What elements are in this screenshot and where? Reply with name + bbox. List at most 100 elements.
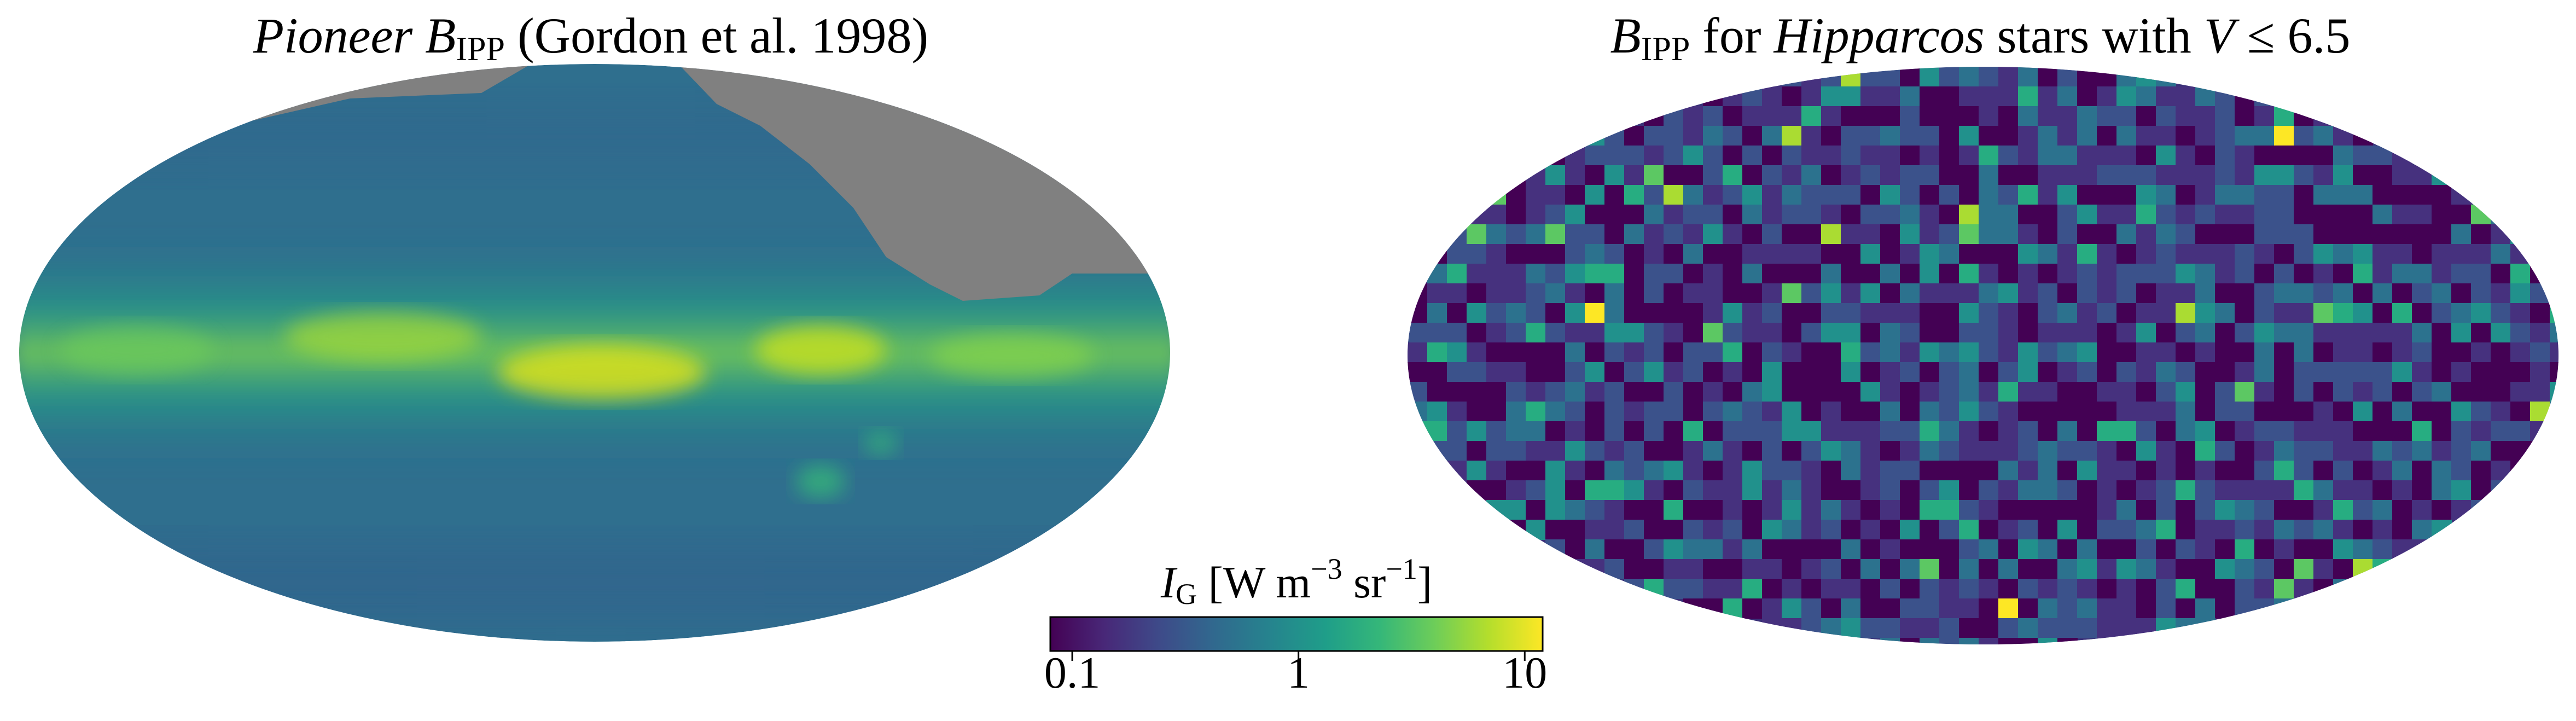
sky-pixel	[2491, 323, 2511, 343]
sky-pixel	[2530, 264, 2550, 284]
sky-pixel	[2373, 382, 2393, 402]
sky-pixel	[1920, 106, 1940, 126]
sky-pixel	[2215, 342, 2235, 363]
sky-pixel	[2333, 283, 2353, 304]
sky-pixel	[1486, 421, 1507, 441]
sky-pixel	[1703, 205, 1723, 225]
sky-pixel	[2038, 244, 2058, 264]
sky-pixel	[2294, 264, 2314, 284]
sky-pixel	[1959, 520, 1979, 540]
sky-pixel	[2097, 86, 2117, 107]
sky-pixel	[2392, 402, 2412, 422]
sky-pixel	[1723, 165, 1743, 185]
sky-pixel	[2333, 362, 2353, 382]
sky-pixel	[2057, 264, 2078, 284]
sky-pixel	[1801, 421, 1822, 441]
sky-pixel	[2412, 421, 2432, 441]
sky-pixel	[1585, 146, 1605, 166]
sky-pixel	[2176, 402, 2196, 422]
sky-pixel	[2038, 402, 2058, 422]
sky-pixel	[2136, 224, 2156, 245]
sky-pixel	[1959, 342, 1979, 363]
sky-pixel	[1604, 283, 1625, 304]
sky-pixel	[1841, 559, 1861, 579]
sky-pixel	[1920, 598, 1940, 619]
sky-pixel	[2313, 165, 2334, 185]
sky-pixel	[1683, 205, 1703, 225]
sky-pixel	[1998, 264, 2019, 284]
sky-pixel	[2254, 559, 2275, 579]
sky-pixel	[2057, 421, 2078, 441]
sky-pixel	[1467, 283, 1487, 304]
sky-pixel	[2294, 106, 2314, 126]
sky-pixel	[2057, 618, 2078, 638]
sky-pixel	[1506, 264, 1526, 284]
sky-pixel	[2412, 362, 2432, 382]
sky-pixel	[2136, 283, 2156, 304]
sky-pixel	[2176, 461, 2196, 481]
sky-pixel	[1683, 106, 1703, 126]
sky-pixel	[2412, 323, 2432, 343]
sky-pixel	[1467, 441, 1487, 461]
sky-pixel	[2313, 244, 2334, 264]
sky-pixel	[2451, 323, 2472, 343]
sky-pixel	[1841, 362, 1861, 382]
sky-pixel	[1762, 224, 1782, 245]
sky-pixel	[1841, 303, 1861, 323]
sky-pixel	[2038, 461, 2058, 481]
sky-pixel	[1998, 67, 2019, 87]
sky-pixel	[1801, 342, 1822, 363]
sky-pixel	[1723, 185, 1743, 205]
sky-pixel	[1998, 303, 2019, 323]
sky-pixel	[2412, 224, 2432, 245]
sky-pixel	[1762, 205, 1782, 225]
sky-pixel	[2136, 441, 2156, 461]
sky-pixel	[1604, 461, 1625, 481]
sky-pixel	[1880, 362, 1900, 382]
sky-pixel	[2215, 86, 2235, 107]
sky-pixel	[1959, 185, 1979, 205]
sky-pixel	[2392, 224, 2412, 245]
sky-pixel	[2550, 303, 2558, 323]
sky-pixel	[2491, 244, 2511, 264]
sky-pixel	[2392, 441, 2412, 461]
sky-pixel	[1506, 402, 1526, 422]
sky-pixel	[1900, 559, 1920, 579]
sky-pixel	[2038, 480, 2058, 501]
sky-pixel	[1939, 106, 1959, 126]
sky-pixel	[2274, 224, 2294, 245]
sky-pixel	[1506, 323, 1526, 343]
sky-pixel	[2432, 362, 2452, 382]
sky-pixel	[1782, 67, 1802, 87]
sky-pixel	[2195, 480, 2216, 501]
sky-pixel	[2077, 106, 2097, 126]
sky-pixel	[1860, 579, 1881, 599]
sky-pixel	[2510, 264, 2531, 284]
sky-pixel	[1959, 421, 1979, 441]
sky-pixel	[2116, 520, 2137, 540]
sky-pixel	[1841, 441, 1861, 461]
sky-pixel	[2254, 283, 2275, 304]
sky-pixel	[1880, 126, 1900, 146]
sky-pixel	[2274, 264, 2294, 284]
sky-pixel	[1723, 126, 1743, 146]
sky-pixel	[2274, 461, 2294, 481]
sky-pixel	[2038, 67, 2058, 87]
sky-pixel	[1723, 342, 1743, 363]
sky-pixel	[2471, 244, 2491, 264]
sky-pixel	[1486, 461, 1507, 481]
sky-pixel	[1939, 618, 1959, 638]
sky-pixel	[2550, 382, 2558, 402]
colorbar-label: IG [W m−3 sr−1]	[1050, 553, 1543, 618]
sky-pixel	[2176, 303, 2196, 323]
sky-pixel	[1585, 303, 1605, 323]
sky-pixel	[2313, 480, 2334, 501]
sky-pixel	[1427, 362, 1447, 382]
sky-pixel	[1998, 185, 2019, 205]
sky-pixel	[1644, 205, 1664, 225]
sky-pixel	[2333, 146, 2353, 166]
sky-pixel	[1604, 185, 1625, 205]
sky-pixel	[2294, 126, 2314, 146]
sky-pixel	[2313, 205, 2334, 225]
sky-pixel	[1486, 205, 1507, 225]
